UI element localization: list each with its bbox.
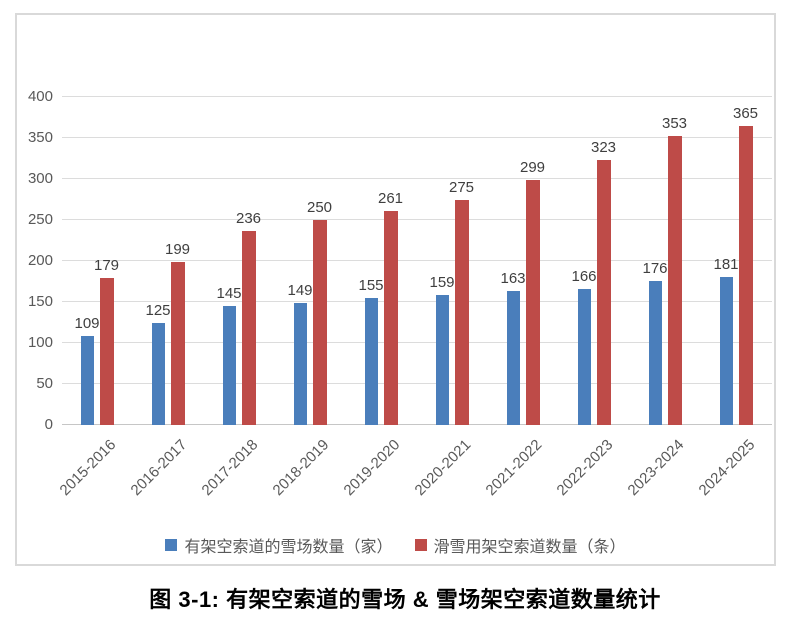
bar-series-1	[99, 278, 114, 425]
bar-value-label: 236	[235, 210, 262, 228]
gridline	[62, 137, 772, 138]
x-tick-label: 2020-2021	[411, 436, 474, 500]
bar-value-label: 179	[93, 257, 120, 275]
legend-label: 有架空索道的雪场数量（家）	[184, 539, 393, 556]
bar-value-label: 261	[377, 189, 404, 207]
y-tick-label: 350	[27, 129, 53, 146]
x-tick-label: 2017-2018	[198, 436, 261, 500]
gridline	[62, 260, 772, 261]
bar-value-label: 181	[713, 255, 739, 273]
legend-swatch-icon	[414, 539, 427, 551]
y-tick-label: 400	[27, 88, 53, 105]
bar-value-label: 323	[590, 139, 617, 157]
x-tick-label: 2022-2023	[553, 436, 616, 500]
bar-value-label: 299	[519, 158, 546, 176]
gridline	[62, 301, 772, 302]
y-tick-label: 250	[27, 211, 53, 228]
legend-item-1: 滑雪用架空索道数量（条）	[414, 533, 626, 557]
chart-box: 109 179 125 199 145 236 149 250 155 261 159 275 163 2…	[15, 13, 776, 566]
bar-value-label: 159	[429, 273, 455, 291]
plot-area: 109 179 125 199 145 236 149 250 155 261 159 275 163 2…	[62, 96, 772, 425]
bar-series-0	[577, 288, 591, 425]
legend-item-0: 有架空索道的雪场数量（家）	[165, 533, 393, 557]
bar-value-label: 250	[306, 199, 333, 216]
bar-series-0	[648, 280, 662, 425]
bar-series-0	[364, 297, 378, 425]
bar-series-0	[293, 302, 307, 425]
bar-value-label: 275	[448, 178, 475, 196]
y-tick-label: 200	[27, 252, 53, 269]
bar-value-label: 353	[661, 114, 688, 132]
bar-series-0	[506, 291, 520, 425]
bar-series-1	[312, 220, 327, 425]
bar-series-1	[454, 199, 469, 425]
x-tick-label: 2015-2016	[56, 436, 119, 500]
bar-series-1	[667, 135, 682, 425]
x-tick-label: 2023-2024	[624, 436, 687, 500]
bar-value-label: 365	[732, 104, 759, 122]
bar-value-label: 163	[500, 270, 526, 288]
figure-caption: 图 3-1: 有架空索道的雪场 & 雪场架空索道数量统计	[149, 587, 661, 612]
x-tick-label: 2018-2019	[269, 436, 332, 500]
bar-value-label: 176	[642, 259, 668, 277]
bar-value-label: 125	[145, 301, 171, 319]
bar-series-0	[151, 322, 165, 425]
bar-value-label: 166	[571, 267, 597, 285]
y-tick-label: 50	[36, 375, 53, 392]
gridline	[62, 219, 772, 220]
gridline	[62, 383, 772, 384]
bar-value-label: 109	[74, 314, 100, 332]
bar-series-0	[80, 335, 94, 425]
bar-value-label: 149	[287, 281, 313, 299]
y-tick-label: 100	[27, 334, 53, 351]
chart-legend: 有架空索道的雪场数量（家） 滑雪用架空索道数量（条）	[17, 533, 774, 557]
bar-series-1	[170, 261, 185, 425]
x-tick-label: 2016-2017	[127, 436, 190, 500]
x-tick-label: 2019-2020	[340, 436, 403, 500]
bar-series-0	[719, 276, 733, 425]
bar-value-label: 145	[216, 285, 242, 303]
bar-series-1	[383, 210, 398, 425]
y-tick-label: 300	[27, 170, 53, 187]
bar-value-label: 155	[358, 276, 384, 294]
y-tick-label: 150	[27, 293, 53, 310]
legend-label: 滑雪用架空索道数量（条）	[433, 539, 626, 556]
bar-value-label: 199	[164, 240, 191, 258]
bar-series-1	[738, 125, 753, 425]
bar-series-1	[241, 231, 256, 425]
bar-series-0	[222, 306, 236, 425]
x-tick-label: 2024-2025	[695, 436, 758, 500]
bar-series-1	[525, 179, 540, 425]
gridline	[62, 96, 772, 97]
x-tick-label: 2021-2022	[482, 436, 545, 500]
gridline	[62, 342, 772, 343]
bar-series-1	[596, 160, 611, 425]
bar-series-0	[435, 294, 449, 425]
x-axis-line	[62, 424, 772, 425]
gridline	[62, 178, 772, 179]
y-tick-label: 0	[44, 416, 53, 433]
legend-swatch-icon	[165, 539, 178, 551]
